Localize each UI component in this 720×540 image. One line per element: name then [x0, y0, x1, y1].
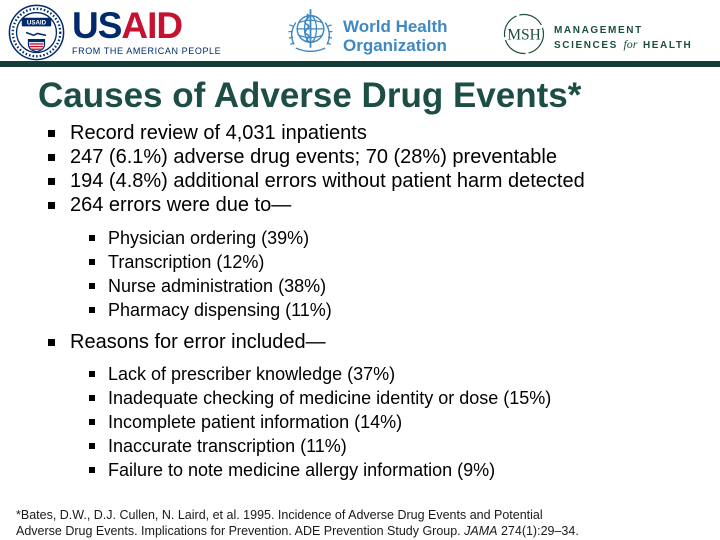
msh-name: Management Sciences for Health [554, 21, 692, 52]
usaid-wordmark-text: USAID [72, 5, 183, 46]
bullet-square-icon [89, 307, 95, 313]
who-name-line2: Organization [343, 36, 447, 55]
msh-health: Health [642, 35, 693, 51]
usaid-logo: USAID USAID FROM THE AMERICAN PEOPLE [8, 4, 221, 66]
bullet-square-icon [48, 202, 55, 209]
usaid-seal-icon: USAID [8, 4, 65, 66]
usaid-wordmark-aid: AID [121, 5, 183, 46]
bullet-square-icon [89, 283, 95, 289]
bullet-square-icon [89, 443, 95, 449]
bullet-item: Incomplete patient information (14%) [89, 410, 551, 434]
footnote-line1: *Bates, D.W., D.J. Cullen, N. Laird, et … [16, 507, 543, 522]
bullet-item: Record review of 4,031 inpatients [48, 121, 585, 145]
bullet-square-icon [89, 419, 95, 425]
footnote-citation: *Bates, D.W., D.J. Cullen, N. Laird, et … [16, 507, 579, 539]
bullet-item: Inaccurate transcription (11%) [89, 434, 551, 458]
who-emblem-icon [283, 6, 338, 66]
bullet-square-icon [89, 259, 95, 265]
header-divider-bar [0, 61, 720, 67]
bullet-item: Physician ordering (39%) [89, 226, 332, 250]
who-name: World Health Organization [343, 17, 448, 55]
bullet-square-icon [89, 395, 95, 401]
sub-bullet-list-1: Physician ordering (39%) Transcription (… [89, 226, 332, 322]
bullet-square-icon [48, 178, 55, 185]
msh-logo: MSH Management Sciences for Health [502, 12, 692, 61]
msh-name-line1: Management [554, 20, 643, 36]
bullet-square-icon [89, 467, 95, 473]
bullet-square-icon [48, 130, 55, 137]
footnote-line2-end: 274(1):29–34. [497, 523, 579, 538]
footnote-journal: JAMA [464, 523, 498, 538]
bullet-square-icon [48, 339, 55, 346]
bullet-item: Reasons for error included— [48, 330, 326, 354]
bullet-square-icon [48, 154, 55, 161]
bullet-item: 194 (4.8%) additional errors without pat… [48, 169, 585, 193]
svg-text:MSH: MSH [507, 27, 541, 44]
usaid-wordmark-us: US [72, 5, 122, 46]
bullet-item: 264 errors were due to— [48, 193, 585, 217]
bullet-item: Inadequate checking of medicine identity… [89, 386, 551, 410]
bullet-item: Failure to note medicine allergy informa… [89, 458, 551, 482]
msh-name-line2: Sciences for Health [554, 36, 692, 52]
who-logo: World Health Organization [283, 6, 448, 66]
bullet-square-icon [89, 371, 95, 377]
bullet-item: Pharmacy dispensing (11%) [89, 298, 332, 322]
bullet-item: Transcription (12%) [89, 250, 332, 274]
who-name-line1: World Health [343, 17, 448, 36]
main-bullet-list-1: Record review of 4,031 inpatients 247 (6… [48, 121, 585, 217]
bullet-square-icon [89, 235, 95, 241]
msh-sciences: Sciences [554, 35, 618, 51]
main-bullet-list-2: Reasons for error included— [48, 330, 326, 354]
slide-title: Causes of Adverse Drug Events* [38, 76, 582, 115]
bullet-item: 247 (6.1%) adverse drug events; 70 (28%)… [48, 145, 585, 169]
msh-monogram-icon: MSH [502, 12, 546, 61]
usaid-wordmark: USAID FROM THE AMERICAN PEOPLE [72, 7, 222, 56]
msh-for: for [623, 37, 638, 51]
bullet-item: Lack of prescriber knowledge (37%) [89, 362, 551, 386]
svg-text:USAID: USAID [27, 20, 47, 27]
usaid-tagline: FROM THE AMERICAN PEOPLE [72, 46, 222, 56]
footnote-line2: Adverse Drug Events. Implications for Pr… [16, 523, 465, 538]
bullet-item: Nurse administration (38%) [89, 274, 332, 298]
sub-bullet-list-2: Lack of prescriber knowledge (37%) Inade… [89, 362, 551, 482]
